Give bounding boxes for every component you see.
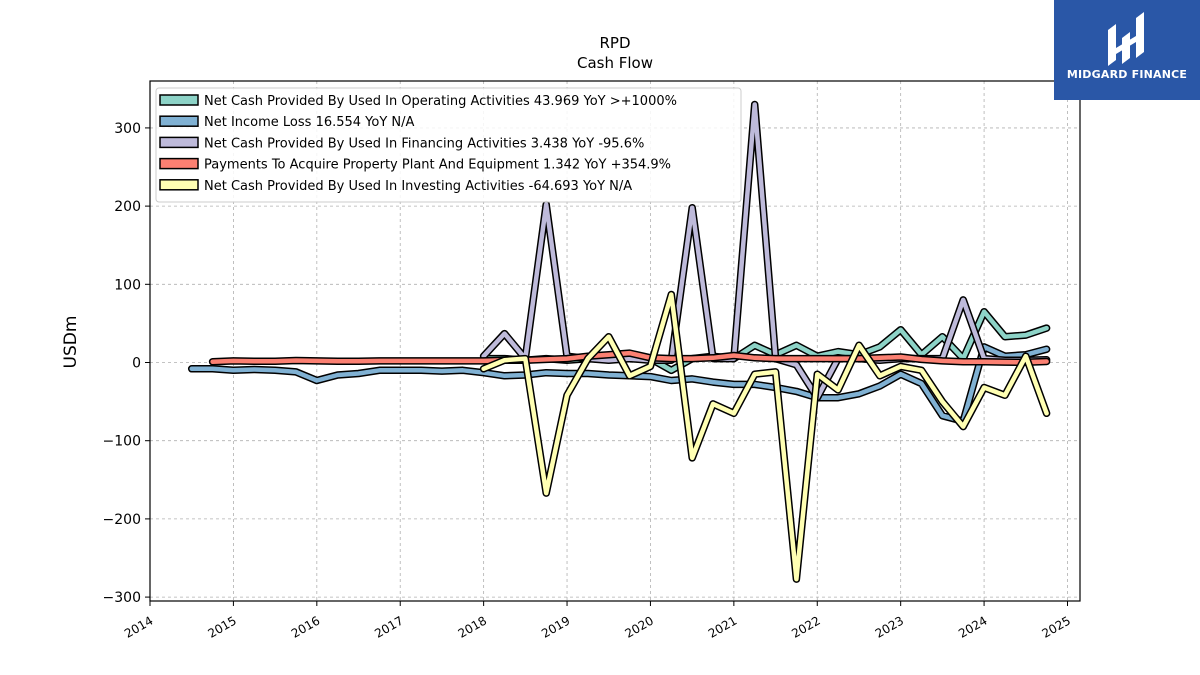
x-tick-label: 2025 — [1040, 613, 1073, 640]
series-lines — [187, 100, 1051, 583]
series-4 — [208, 349, 1051, 367]
x-tick-label: 2018 — [456, 613, 489, 640]
chart-subtitle: Cash Flow — [577, 54, 653, 72]
x-tick-label: 2015 — [205, 613, 238, 640]
legend-swatch — [159, 94, 199, 106]
x-tick-label: 2020 — [622, 613, 655, 640]
legend-swatch — [159, 136, 199, 149]
y-axis-label: USDm — [61, 316, 81, 369]
y-tick-label: −100 — [103, 434, 141, 450]
series-5 — [479, 290, 1051, 583]
legend-entry: Net Income Loss 16.554 YoY N/A — [204, 115, 415, 130]
x-tick-label: 2023 — [873, 613, 906, 640]
x-tick-label: 2019 — [539, 613, 572, 640]
x-tick-label: 2021 — [706, 613, 739, 640]
x-tick-label: 2016 — [289, 613, 322, 640]
logo-text: MIDGARD FINANCE — [1066, 68, 1188, 81]
legend-swatch — [159, 179, 199, 191]
x-tick-label: 2022 — [789, 613, 822, 640]
legend: Net Cash Provided By Used In Operating A… — [155, 87, 742, 203]
legend-box — [155, 87, 742, 203]
chart-title: RPD — [599, 34, 630, 52]
series-2 — [187, 343, 1051, 425]
y-tick-label: −300 — [103, 590, 141, 606]
plot-frame — [149, 80, 1081, 602]
y-tick-label: 300 — [114, 121, 141, 137]
y-tick-label: 200 — [114, 199, 141, 215]
legend-swatch — [159, 157, 199, 170]
legend-entry: Net Cash Provided By Used In Investing A… — [204, 179, 632, 194]
legend-entry: Net Cash Provided By Used In Financing A… — [204, 136, 644, 151]
series-line — [210, 350, 1049, 365]
y-tick-label: −200 — [103, 512, 141, 528]
y-tick-label: 0 — [132, 356, 141, 372]
legend-swatch — [159, 115, 199, 127]
x-tick-label: 2024 — [956, 613, 989, 640]
x-tick-label: 2014 — [122, 613, 155, 640]
midgard-finance-logo: MIDGARD FINANCE — [1054, 0, 1200, 100]
logo-mark-icon — [1108, 12, 1144, 66]
legend-entry: Payments To Acquire Property Plant And E… — [204, 158, 671, 173]
legend-entry: Net Cash Provided By Used In Operating A… — [204, 94, 677, 109]
series-line — [481, 292, 1049, 582]
y-tick-label: 100 — [114, 277, 141, 293]
series-line — [189, 344, 1049, 424]
x-tick-label: 2017 — [372, 613, 405, 640]
